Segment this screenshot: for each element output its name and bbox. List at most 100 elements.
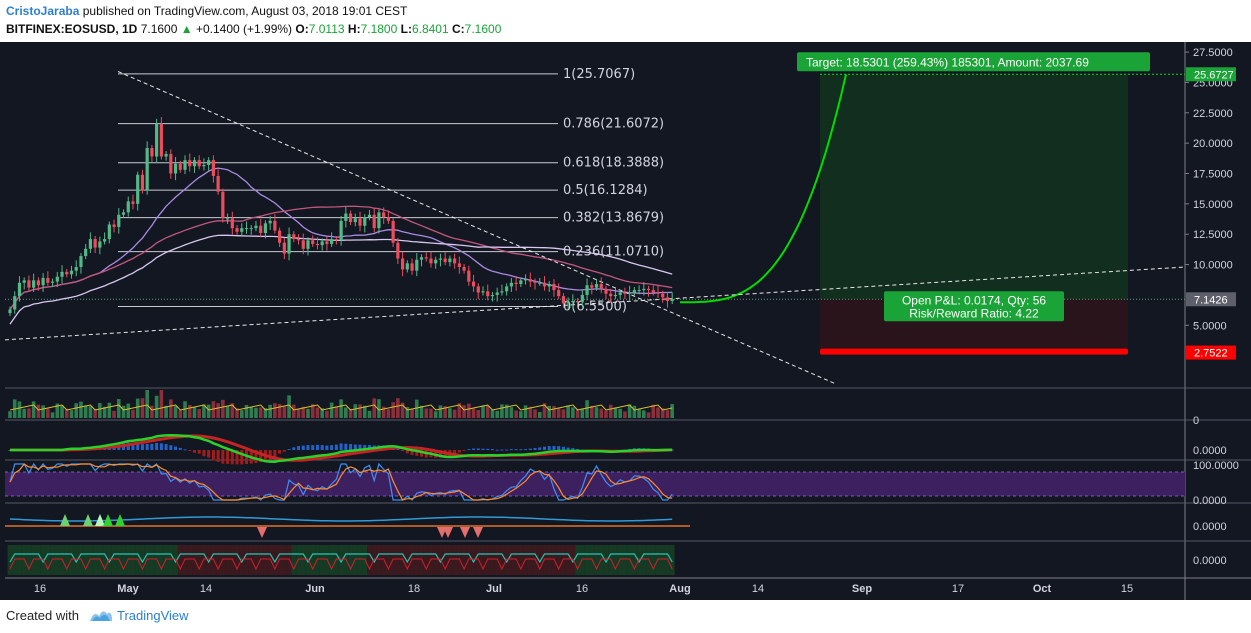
close-label: C: [452, 22, 465, 36]
ind5-bg-bar [244, 545, 249, 575]
macd-histogram-bar [306, 445, 310, 450]
volume-bar [150, 405, 154, 418]
volume-bar [656, 407, 660, 418]
ind5-bg-bar [121, 545, 126, 575]
time-tick-label: Jul [486, 583, 502, 595]
ind5-bg-bar [140, 545, 145, 575]
ind5-bg-bar [357, 545, 363, 575]
macd-histogram-bar [320, 445, 324, 450]
candle-body [542, 282, 547, 287]
candle-body [230, 218, 234, 229]
macd-histogram-bar [495, 449, 499, 451]
price-tick-label: 15.0000 [1193, 199, 1233, 211]
ind5-bg-bar [386, 545, 391, 575]
candle-body [528, 279, 532, 282]
pnl-label-box [884, 291, 1064, 322]
macd-histogram-bar [415, 450, 419, 456]
macd-histogram-bar [542, 446, 546, 450]
volume-bar [135, 398, 140, 418]
ind5-bg-bar [442, 545, 448, 575]
ind5-bg-bar [253, 545, 259, 575]
candle-body [131, 201, 135, 204]
candle-body [481, 291, 485, 293]
candle-body [13, 296, 17, 310]
symbol-label[interactable]: BITFINEX:EOSUSD, 1D [6, 22, 138, 36]
ind5-bg-bar [414, 545, 420, 575]
chart-header: CristoJaraba published on TradingView.co… [0, 0, 1251, 42]
candle-body [632, 290, 636, 293]
volume-bar [504, 404, 509, 418]
ind5-bg-bar [423, 545, 429, 575]
volume-bar [575, 409, 580, 418]
volume-bar [372, 398, 377, 418]
volume-bar [107, 402, 112, 418]
candle-body [330, 239, 334, 244]
candle-body [27, 280, 31, 288]
descending-trendline [117, 71, 836, 385]
ind5-bg-bar [404, 545, 410, 575]
candle-body [410, 263, 414, 271]
target-label: Target: 18.5301 (259.43%) 185301, Amount… [806, 55, 1089, 69]
macd-histogram-bar [363, 444, 367, 450]
candle-body [547, 284, 551, 287]
price-chart[interactable]: 1(25.7067) 0.786(21.6072) 0.618(18.3888) 0.… [0, 42, 1251, 600]
macd-histogram-bar [169, 445, 173, 450]
volume-bar [74, 403, 79, 418]
candle-body [585, 285, 589, 295]
volume-bar [79, 401, 83, 418]
volume-bar [485, 405, 490, 418]
candle-body [613, 294, 618, 297]
volume-bar [481, 405, 485, 418]
volume-bar [665, 410, 670, 418]
candle-body [448, 258, 452, 263]
volume-bar [27, 408, 31, 418]
position-labels[interactable]: Target: 18.5301 (259.43%) 185301, Amount… [797, 52, 1150, 355]
macd-histogram-bar [538, 447, 542, 450]
volume-bar [604, 410, 608, 418]
ind5-bg-bar [537, 545, 543, 575]
ind5-line-a [9, 553, 673, 564]
volume-bar [670, 404, 674, 418]
volume-bar [348, 408, 353, 418]
candle-body [112, 224, 116, 227]
time-axis[interactable]: 16 May 14 Jun 18 Jul 16 Aug 14 Sep 17 Oct 15 [34, 583, 1133, 595]
high-label: H: [347, 22, 361, 36]
macd-histogram-bar [467, 449, 471, 451]
fibonacci-retracement[interactable]: 1(25.7067) 0.786(21.6072) 0.618(18.3888) 0.… [118, 67, 664, 315]
macd-histogram-bar [254, 450, 258, 464]
volume-bar [277, 404, 282, 418]
macd-histogram-bar [282, 450, 286, 452]
macd-histogram-bar [571, 448, 575, 450]
macd-histogram-bar [514, 449, 518, 451]
candle-body [594, 284, 599, 288]
fib-level-label: 0.5(16.1284) [563, 183, 648, 198]
volume-bar [414, 399, 419, 418]
sell-signal-triangle [257, 527, 267, 538]
buy-signal-triangle [103, 514, 113, 526]
candle-body [628, 292, 632, 294]
trendlines[interactable] [4, 71, 1186, 385]
ind5-bg-bar [215, 545, 221, 575]
volume-ma-line [9, 404, 673, 411]
candle-body [429, 258, 433, 264]
candle-body [467, 270, 471, 282]
volume-bar [197, 409, 201, 418]
macd-histogram-bar [140, 444, 144, 450]
ind5-bg-bar [272, 545, 278, 575]
author-link[interactable]: CristoJaraba [6, 4, 80, 18]
tradingview-logo-icon[interactable] [88, 606, 114, 624]
candle-body [661, 293, 665, 298]
volume-bar [254, 407, 258, 418]
macd-histogram-bar [462, 450, 466, 451]
tradingview-brand[interactable]: TradingView [117, 608, 189, 623]
price-axis[interactable]: 27.500025.000022.500020.000017.500015.00… [1185, 47, 1239, 567]
candle-body [79, 256, 83, 267]
volume-bar [419, 405, 424, 418]
macd-histogram-bar [211, 450, 215, 461]
ascending-trendline [4, 266, 1186, 341]
candle-body [145, 148, 149, 191]
ind5-bg-bar [225, 545, 230, 575]
candle-body [637, 290, 641, 292]
candle-body [107, 224, 111, 240]
volume-bar [159, 390, 164, 418]
